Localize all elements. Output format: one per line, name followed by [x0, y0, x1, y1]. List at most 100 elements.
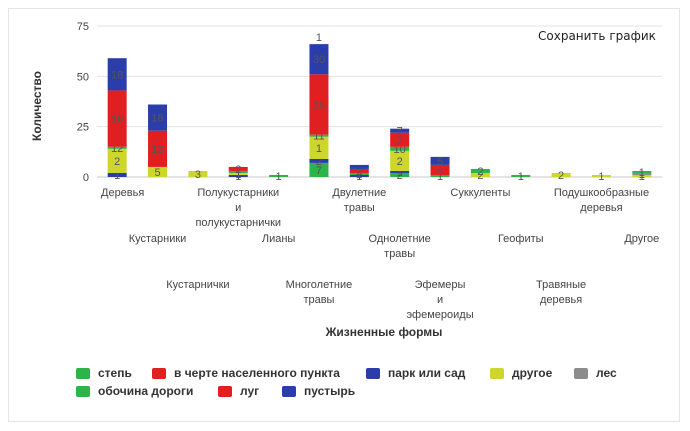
legend-label: луг — [240, 384, 260, 398]
bar-segment[interactable] — [430, 174, 450, 177]
bar-segment[interactable] — [390, 150, 410, 171]
bar-segment[interactable] — [390, 172, 410, 177]
x-tick-label: Другое — [624, 233, 659, 245]
y-axis-ticks: 0 25 50 75 — [77, 21, 89, 184]
bar-segment[interactable] — [309, 162, 329, 177]
bar-segment[interactable] — [632, 174, 652, 177]
data-label: 2 — [356, 169, 362, 181]
data-label: 1 — [598, 171, 604, 183]
x-tick-label: Однолетние травы — [369, 233, 431, 260]
legend-label: степь — [98, 366, 132, 380]
bar-segment[interactable] — [349, 164, 369, 169]
legend-item[interactable]: парк или сад — [366, 366, 465, 380]
bar-segment[interactable] — [390, 146, 410, 151]
legend-item[interactable]: луг — [218, 384, 259, 398]
bar-segment[interactable] — [430, 164, 450, 175]
legend-item[interactable]: другое — [490, 366, 552, 380]
data-label: 18 — [111, 69, 123, 81]
bar-segment[interactable] — [349, 168, 369, 173]
bar-segment[interactable] — [309, 74, 329, 135]
bar-segment[interactable] — [269, 174, 289, 177]
data-label: 2 — [397, 135, 403, 147]
bar-segment[interactable] — [309, 136, 329, 159]
bar-segment[interactable] — [148, 104, 168, 131]
legend-item[interactable]: в черте населенного пункта — [152, 366, 340, 380]
legend-swatch — [76, 367, 90, 379]
data-label: 13 — [151, 144, 163, 156]
bar-segment[interactable] — [349, 172, 369, 175]
data-label: 1 — [639, 171, 645, 183]
bar-segment[interactable] — [148, 130, 168, 167]
save-chart-button[interactable]: Сохранить график — [538, 29, 656, 43]
bar-segment[interactable] — [390, 170, 410, 173]
data-label: 2 — [397, 170, 403, 182]
bar-segment[interactable] — [430, 156, 450, 165]
bar-segment[interactable] — [228, 170, 248, 173]
bar-segment[interactable] — [511, 174, 531, 177]
bar-segment[interactable] — [349, 174, 369, 177]
bar-segment[interactable] — [390, 128, 410, 133]
bar-segment[interactable] — [107, 172, 127, 177]
bar-segment[interactable] — [107, 58, 127, 91]
bar-segment[interactable] — [228, 174, 248, 177]
data-label: 7 — [316, 165, 322, 177]
data-label: 1 — [235, 167, 241, 179]
legend-swatch — [366, 367, 380, 379]
legend-item[interactable]: лес — [574, 366, 617, 380]
legend-label: в черте населенного пункта — [174, 366, 340, 380]
bar-segment[interactable] — [228, 172, 248, 175]
y-tick-label: 0 — [83, 172, 89, 184]
data-label: 2 — [114, 156, 120, 168]
data-label: 2 — [235, 164, 241, 176]
bar-segment[interactable] — [551, 172, 571, 177]
legend-label: другое — [512, 366, 553, 380]
x-tick-label: Подушкообразные деревья — [554, 187, 649, 214]
bar-segment[interactable] — [632, 170, 652, 173]
legend-item[interactable]: пустырь — [282, 384, 355, 398]
y-tick-label: 50 — [77, 71, 89, 83]
data-label: 2 — [316, 156, 322, 168]
x-axis-label: Жизненные формы — [325, 325, 443, 339]
bar-segment[interactable] — [390, 132, 410, 147]
data-label: 5 — [437, 156, 443, 168]
data-label: 3 — [195, 169, 201, 181]
data-label: 15 — [313, 100, 325, 112]
legend-swatch — [490, 367, 504, 379]
x-tick-label: Геофиты — [498, 233, 544, 245]
bar-segment[interactable] — [309, 44, 329, 75]
x-tick-label: Лианы — [262, 233, 296, 245]
legend-item[interactable]: степь — [76, 366, 132, 380]
legend-label: парк или сад — [388, 366, 466, 380]
data-label: 1 — [356, 171, 362, 183]
data-label: 10 — [394, 144, 406, 156]
grid-lines — [97, 25, 662, 178]
bar-segment[interactable] — [632, 172, 652, 175]
data-label: 16 — [111, 114, 123, 126]
data-label: 11 — [313, 131, 324, 143]
bar-segment[interactable] — [309, 158, 329, 163]
bar-segment[interactable] — [107, 148, 127, 173]
legend-label: обочина дороги — [98, 384, 194, 398]
data-label: 1 — [276, 171, 282, 183]
bar-segment[interactable] — [591, 174, 611, 177]
legend: степь в черте населенного пункта парк или … — [76, 366, 676, 406]
bar-segment[interactable] — [309, 134, 329, 137]
bar-segment[interactable] — [188, 170, 208, 177]
x-tick-label: Полукустарники и полукустарнички — [195, 187, 281, 229]
x-tick-label: Кустарнички — [166, 279, 229, 291]
x-tick-label: Суккуленты — [450, 187, 510, 199]
bar-segment[interactable] — [228, 166, 248, 171]
legend-item[interactable]: обочина дороги — [76, 384, 193, 398]
x-tick-label: Деревья — [101, 187, 144, 199]
bar-segment[interactable] — [107, 146, 127, 149]
bar-segment[interactable] — [148, 166, 168, 177]
chart-frame — [8, 8, 680, 422]
bar-segment[interactable] — [470, 168, 490, 173]
data-label: 2 — [477, 170, 483, 182]
legend-label: пустырь — [304, 384, 356, 398]
bar-segment[interactable] — [107, 90, 127, 147]
bar-segment[interactable] — [470, 172, 490, 177]
y-tick-label: 25 — [77, 122, 89, 134]
